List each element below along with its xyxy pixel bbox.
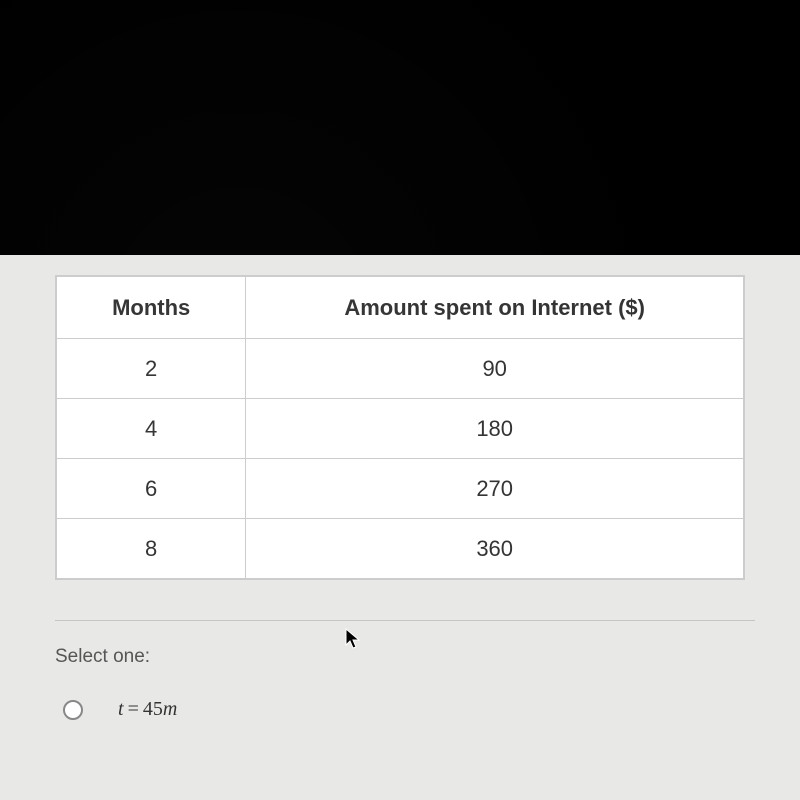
- table-row: 6 270: [57, 459, 744, 519]
- option-var2: m: [163, 698, 177, 720]
- table-row: 8 360: [57, 519, 744, 579]
- option-var1: t: [118, 698, 124, 720]
- cell-amount: 360: [246, 519, 744, 579]
- option-equals: =: [124, 698, 143, 720]
- answer-option[interactable]: t=45m: [55, 698, 765, 721]
- cell-months: 2: [57, 339, 246, 399]
- cell-amount: 90: [246, 339, 744, 399]
- table-header-row: Months Amount spent on Internet ($): [57, 277, 744, 339]
- cell-months: 4: [57, 399, 246, 459]
- option-formula: t=45m: [118, 698, 177, 721]
- data-table: Months Amount spent on Internet ($) 2 90…: [55, 275, 745, 580]
- cell-amount: 180: [246, 399, 744, 459]
- content-area: Months Amount spent on Internet ($) 2 90…: [0, 255, 800, 800]
- divider: [55, 620, 755, 621]
- cell-amount: 270: [246, 459, 744, 519]
- header-amount: Amount spent on Internet ($): [246, 277, 744, 339]
- table-row: 2 90: [57, 339, 744, 399]
- header-months: Months: [57, 277, 246, 339]
- option-coef: 45: [143, 698, 163, 720]
- cell-months: 8: [57, 519, 246, 579]
- cell-months: 6: [57, 459, 246, 519]
- table-row: 4 180: [57, 399, 744, 459]
- radio-icon[interactable]: [63, 700, 83, 720]
- select-prompt: Select one:: [55, 646, 765, 668]
